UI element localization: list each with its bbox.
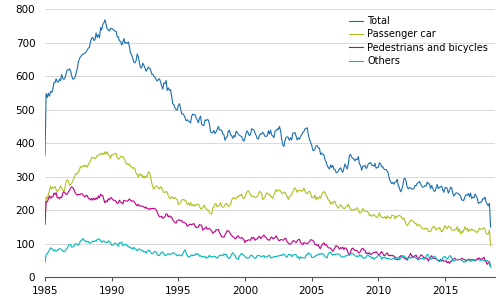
Total <box>408 187 414 191</box>
Pedestrians and bicycles <box>488 265 494 269</box>
Pedestrians and bicycles <box>281 238 287 242</box>
Passenger car <box>274 190 280 193</box>
Others <box>274 254 280 258</box>
Others <box>408 255 414 259</box>
Others <box>281 253 287 256</box>
Line: Total: Total <box>45 20 490 227</box>
Passenger car <box>488 244 494 247</box>
Passenger car <box>281 190 287 194</box>
Passenger car <box>42 221 48 225</box>
Others <box>438 259 444 262</box>
Pedestrians and bicycles <box>438 259 444 263</box>
Others <box>488 265 494 269</box>
Others <box>42 261 48 264</box>
Line: Others: Others <box>45 239 490 267</box>
Passenger car <box>408 219 414 222</box>
Pedestrians and bicycles <box>322 243 328 247</box>
Total <box>488 225 494 229</box>
Others <box>322 255 328 258</box>
Total <box>42 154 48 157</box>
Pedestrians and bicycles <box>42 223 48 226</box>
Total <box>281 144 287 148</box>
Total <box>274 127 280 131</box>
Pedestrians and bicycles <box>408 253 414 257</box>
Others <box>80 237 86 241</box>
Total <box>322 158 328 162</box>
Total <box>98 26 103 29</box>
Line: Passenger car: Passenger car <box>45 152 490 245</box>
Line: Pedestrians and bicycles: Pedestrians and bicycles <box>45 187 490 267</box>
Pedestrians and bicycles <box>274 236 280 240</box>
Legend: Total, Passenger car, Pedestrians and bicycles, Others: Total, Passenger car, Pedestrians and bi… <box>347 14 490 68</box>
Passenger car <box>104 150 110 154</box>
Others <box>98 241 104 244</box>
Total <box>438 184 444 188</box>
Passenger car <box>98 152 103 155</box>
Pedestrians and bicycles <box>98 194 104 197</box>
Passenger car <box>438 230 444 234</box>
Passenger car <box>322 191 328 194</box>
Total <box>102 18 108 22</box>
Pedestrians and bicycles <box>68 185 74 189</box>
